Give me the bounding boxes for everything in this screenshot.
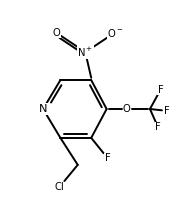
Text: F: F xyxy=(105,153,110,163)
Text: Cl: Cl xyxy=(55,182,64,192)
Text: F: F xyxy=(165,106,170,116)
Text: O: O xyxy=(53,28,60,38)
Text: O: O xyxy=(123,104,131,114)
Text: F: F xyxy=(155,122,161,132)
Text: $\mathregular{O^-}$: $\mathregular{O^-}$ xyxy=(107,27,124,39)
Text: $\mathregular{N^+}$: $\mathregular{N^+}$ xyxy=(77,46,94,59)
Text: F: F xyxy=(158,85,163,95)
Text: N: N xyxy=(39,104,47,114)
